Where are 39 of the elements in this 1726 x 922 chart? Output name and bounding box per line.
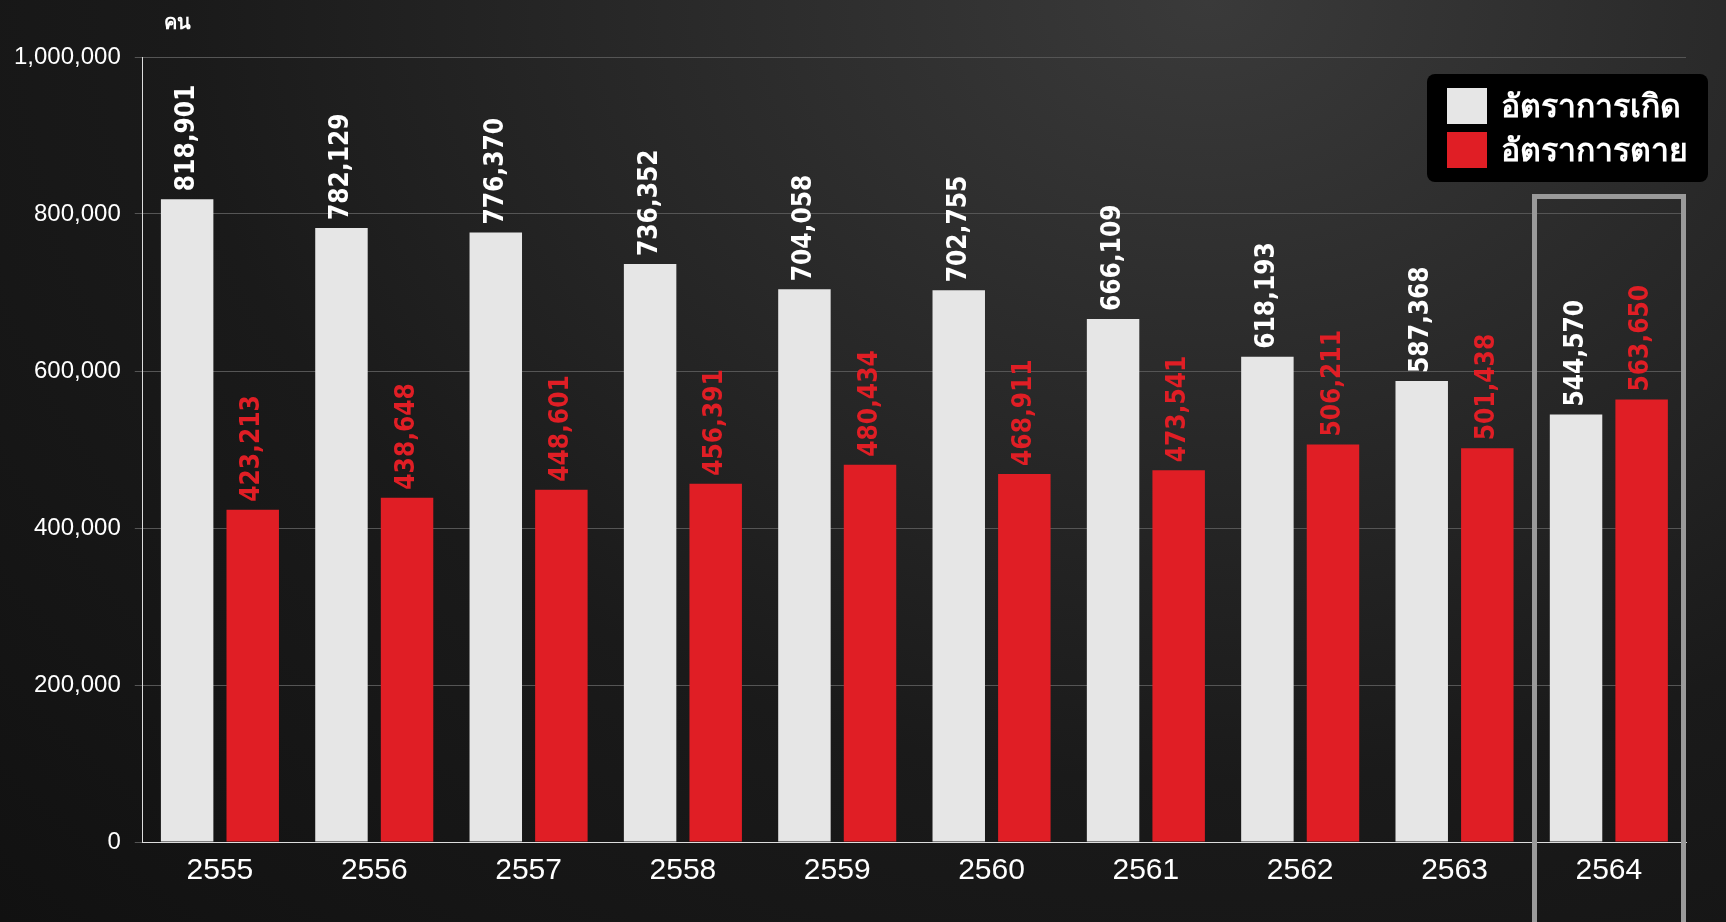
- x-tick-label: 2556: [340, 852, 408, 886]
- data-label: 438,648: [389, 383, 420, 490]
- data-label: 506,211: [1315, 330, 1346, 437]
- y-tick-label: 600,000: [34, 355, 121, 383]
- x-tick-label: 2562: [1266, 852, 1334, 886]
- data-label: 468,911: [1007, 359, 1038, 466]
- y-tick-label: 800,000: [34, 198, 121, 226]
- legend-label: อัตราการเกิด: [1501, 86, 1681, 127]
- x-tick-label: 2557: [495, 852, 562, 886]
- x-tick-label: 2561: [1112, 852, 1180, 886]
- data-label: 704,058: [787, 174, 818, 282]
- data-label: 448,601: [544, 375, 575, 482]
- data-label: 782,129: [324, 113, 355, 221]
- data-label: 544,570: [1558, 299, 1589, 407]
- data-label: 473,541: [1161, 355, 1192, 463]
- data-label: 736,352: [632, 149, 663, 256]
- legend-label: อัตราการตาย: [1501, 130, 1688, 171]
- x-tick-label: 2555: [186, 852, 254, 886]
- y-tick-label: 200,000: [34, 669, 121, 697]
- data-label: 587,368: [1404, 266, 1435, 373]
- y-tick-label: 0: [107, 826, 121, 854]
- data-label: 666,109: [1095, 204, 1126, 312]
- data-label: 423,213: [235, 395, 266, 502]
- data-label: 702,755: [941, 175, 972, 283]
- data-label: 818,901: [169, 84, 200, 192]
- y-axis-title: คน: [164, 9, 191, 36]
- data-label: 776,370: [478, 118, 509, 225]
- data-label: 480,434: [852, 350, 883, 457]
- x-tick-label: 2560: [958, 852, 1025, 886]
- data-label: 456,391: [698, 369, 729, 476]
- data-label: 563,650: [1624, 284, 1655, 392]
- x-tick-label: 2564: [1575, 852, 1643, 886]
- data-label: 618,193: [1250, 242, 1281, 349]
- y-tick-label: 1,000,000: [13, 41, 121, 69]
- x-tick-label: 2563: [1421, 852, 1488, 886]
- data-label: 501,438: [1470, 333, 1501, 441]
- x-tick-label: 2559: [803, 852, 871, 886]
- x-tick-label: 2558: [649, 852, 717, 886]
- y-tick-label: 400,000: [34, 512, 121, 540]
